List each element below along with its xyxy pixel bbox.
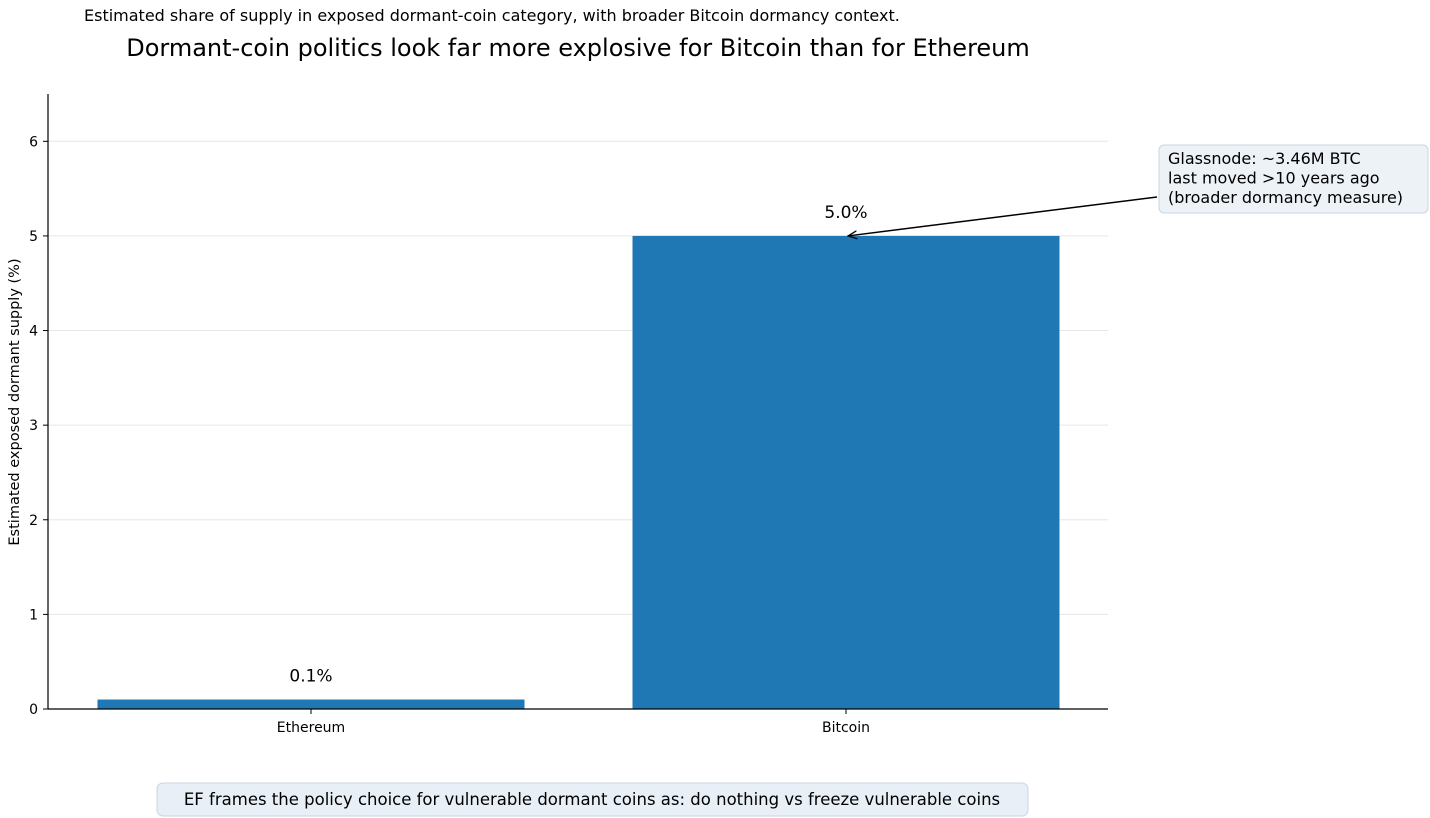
annotation-text: last moved >10 years ago [1168,169,1380,188]
y-tick-label: 6 [29,134,38,150]
data-label: 5.0% [824,203,867,223]
y-tick-label: 1 [29,607,38,623]
footnote-box [156,782,1029,817]
chart-title: Dormant-coin politics look far more expl… [126,34,1030,62]
y-tick-label: 0 [29,702,38,718]
bar-ethereum [97,699,525,709]
annotation-arrow [848,196,1158,236]
annotation-text: Glassnode: ~3.46M BTC [1168,149,1361,168]
bar-bitcoin [632,235,1060,709]
footnote-text: EF frames the policy choice for vulnerab… [184,790,1000,809]
x-tick-label: Bitcoin [822,720,870,736]
chart-subtitle: Estimated share of supply in exposed dor… [84,6,900,25]
data-label: 0.1% [289,667,332,687]
y-axis-label: Estimated exposed dormant supply (%) [7,258,23,545]
annotation-box [1158,144,1429,214]
annotation-text: (broader dormancy measure) [1168,188,1403,207]
x-tick-label: Ethereum [277,720,345,736]
y-tick-label: 4 [29,324,38,340]
y-tick-label: 5 [29,229,38,245]
y-tick-label: 2 [29,513,38,529]
y-tick-label: 3 [29,418,38,434]
